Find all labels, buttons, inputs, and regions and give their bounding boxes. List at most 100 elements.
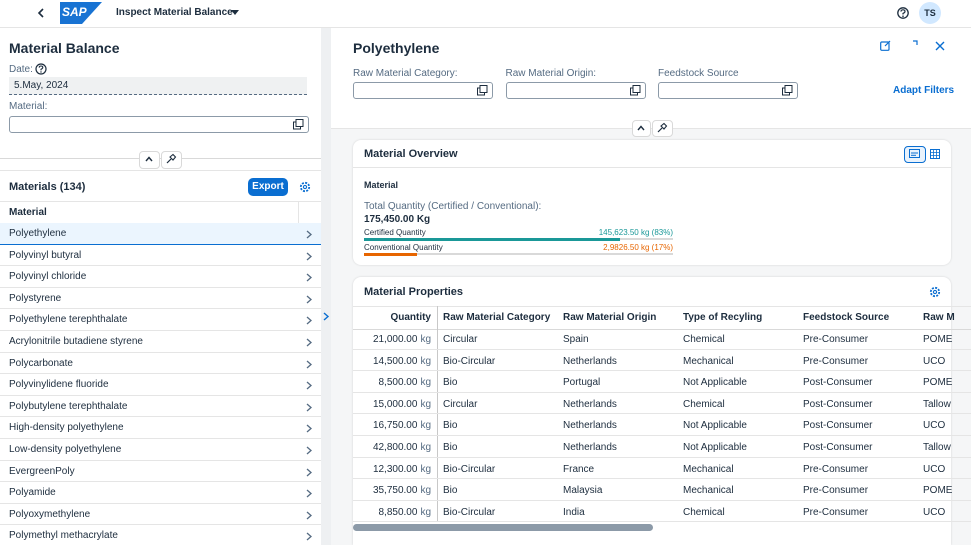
pin-icon [166,153,177,164]
table-cell: Pre-Consumer [803,463,869,475]
table-cell: Bio-Circular [443,506,496,518]
list-row[interactable] [0,223,321,245]
settings-icon[interactable] [299,181,311,193]
table-cell: Chemical [683,398,725,410]
list-row[interactable] [0,417,321,439]
list-row[interactable] [0,266,321,288]
table-cell: Post-Consumer [803,420,873,432]
list-row[interactable] [0,374,321,396]
list-row[interactable] [0,395,321,418]
back-icon[interactable] [36,8,46,18]
section-title: Material [364,180,399,190]
column-header: Raw M [923,312,955,323]
pin-button[interactable] [161,151,182,169]
table-cell: Post-Consumer [803,377,873,389]
quantity-value: 16,750.00 [372,420,418,432]
table-row [353,458,971,480]
list-row[interactable] [0,439,321,461]
quantity-value: 12,300.00 [372,463,418,475]
divider [0,158,321,159]
filter-label: Raw Material Origin: [505,68,597,79]
list-item: Low-density polyethylene [9,444,122,455]
table-cell: Tallow [923,442,951,453]
list-row[interactable] [0,244,321,267]
logo-shape [60,2,102,24]
material-input[interactable] [9,116,309,133]
table-cell: Chemical [683,334,725,345]
share-icon[interactable] [880,40,891,51]
table-cell: POME [923,485,953,497]
table-cell: Mechanical [683,463,734,475]
list-item: High-density polyethylene [9,422,124,434]
list-item: Polyethylene terephthalate [9,314,128,326]
scrollbar[interactable] [353,524,653,531]
export-button[interactable]: Export [248,178,288,196]
table-cell: Chemical [683,506,725,518]
list-row[interactable] [0,482,321,504]
help-icon[interactable] [35,63,47,75]
divider [0,170,321,171]
table-cell: France [563,463,595,475]
bar-fill [364,237,621,241]
card-title: Material Overview [364,148,458,160]
table-cell: UCO [923,420,946,432]
column-header: Feedstock Source [803,312,890,323]
value-help-icon[interactable] [629,85,641,96]
quantity-value: 8,500.00 [378,377,418,389]
filter-input[interactable] [353,82,493,99]
quantity-cell: 12,300.00 kg [373,464,431,475]
value-help-icon[interactable] [293,119,304,130]
chevron-icon [306,424,312,433]
app-title[interactable]: Inspect Material Balance [116,7,233,18]
filter-input[interactable] [505,82,646,99]
close-icon[interactable] [935,41,945,51]
pin-button[interactable] [652,120,673,137]
chevron-icon [306,360,312,369]
table-cell: Netherlands [563,355,617,367]
table-cell: Bio [443,377,458,389]
list-row[interactable] [0,331,321,353]
value-help-icon[interactable] [477,85,488,96]
dropdown-icon[interactable] [231,10,239,16]
table-cell: Not Applicable [683,420,747,432]
table-cell: Bio-Circular [443,463,496,475]
chevron-icon [306,230,312,239]
quantity-unit: kg [420,334,431,345]
quantity-value: 8,850.00 [378,506,418,518]
fullscreen-icon[interactable] [907,40,918,51]
settings-icon[interactable] [929,286,941,298]
quantity-value: 42,800.00 [372,442,418,453]
table-row [353,479,971,501]
table-cell: Pre-Consumer [803,355,869,367]
quantity-unit: kg [420,377,431,389]
quantity-unit: kg [420,398,431,410]
list-row[interactable] [0,309,321,331]
chevron-icon [306,403,312,412]
collapse-icon [637,125,645,131]
avatar[interactable]: TS [919,2,941,24]
collapse-button[interactable] [632,120,651,137]
help-icon[interactable] [897,7,909,19]
list-row[interactable] [0,460,321,483]
list-row[interactable] [0,287,321,310]
column-title: Material [9,207,47,218]
quantity-cell: 8,850.00 kg [379,507,432,518]
table-view-icon[interactable] [930,149,940,159]
filter-input[interactable] [658,82,798,99]
collapse-button[interactable] [139,151,160,169]
field-label: Date: [9,64,33,75]
list-row[interactable] [0,503,321,526]
list-row[interactable] [0,525,321,545]
list-row[interactable] [0,352,321,375]
table-cell: Bio [443,485,458,497]
list-item: Polybutylene terephthalate [9,400,128,412]
adapt-filters[interactable]: Adapt Filters [893,85,955,96]
table-row [353,436,971,458]
value-help-icon[interactable] [782,85,793,96]
list-item: Polycarbonate [9,357,73,369]
expand-icon[interactable] [322,312,330,321]
table-cell: Netherlands [563,398,617,410]
chevron-icon [306,381,312,390]
table-cell: Pre-Consumer [803,334,869,345]
